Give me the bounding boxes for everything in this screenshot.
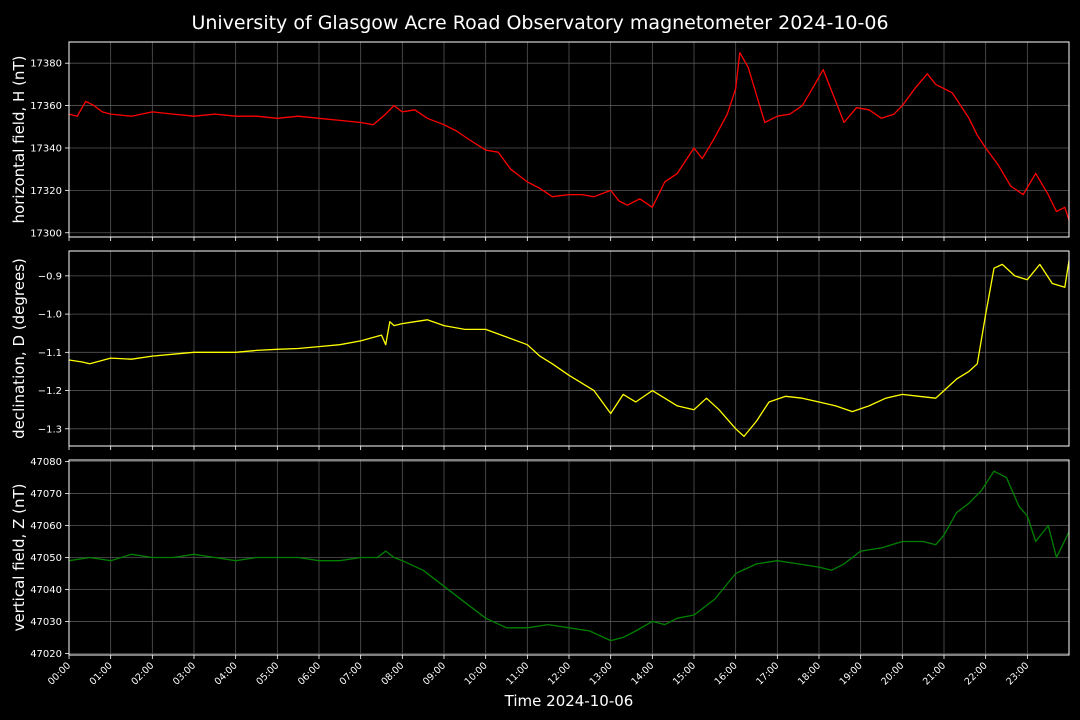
y-tick-label-z-5: 47070: [30, 489, 62, 500]
y-axis-label-z: vertical field, Z (nT): [10, 483, 28, 631]
y-tick-label-d-2: −1.1: [38, 348, 62, 359]
y-tick-label-h-2: 17340: [30, 143, 62, 154]
y-tick-label-h-1: 17320: [30, 186, 62, 197]
y-tick-label-z-0: 47020: [30, 649, 62, 660]
axes-frame-d: [68, 250, 1070, 447]
y-tick-label-d-4: −0.9: [38, 271, 62, 282]
y-tick-label-h-4: 17380: [30, 59, 62, 70]
y-tick-label-h-3: 17360: [30, 101, 62, 112]
y-tick-label-d-3: −1.0: [38, 310, 62, 321]
y-tick-label-z-4: 47060: [30, 521, 62, 532]
series-line-d-0: [68, 260, 1070, 438]
x-axis-label: Time 2024-10-06: [504, 692, 634, 710]
y-tick-label-z-6: 47080: [30, 457, 62, 468]
y-tick-label-h-0: 17300: [30, 228, 62, 239]
y-axis-label-d: declination, D (degrees): [10, 258, 28, 439]
axes-frame-z: [68, 459, 1070, 656]
y-tick-label-z-3: 47050: [30, 553, 62, 564]
series-line-h-0: [68, 51, 1070, 221]
panel-d: −1.3 −1.2 −1.1 −1.0 −0.9 declination, D (degr…: [10, 250, 1070, 450]
axes-frame-h: [68, 41, 1070, 238]
y-tick-label-d-1: −1.2: [38, 386, 62, 397]
y-tick-label-d-0: −1.3: [38, 424, 62, 435]
y-axis-label-h: horizontal field, H (nT): [10, 56, 28, 224]
chart-title: University of Glasgow Acre Road Observat…: [191, 12, 888, 34]
y-tick-label-z-2: 47040: [30, 585, 62, 596]
series-line-z-0: [68, 470, 1070, 642]
y-tick-label-z-1: 47030: [30, 617, 62, 628]
